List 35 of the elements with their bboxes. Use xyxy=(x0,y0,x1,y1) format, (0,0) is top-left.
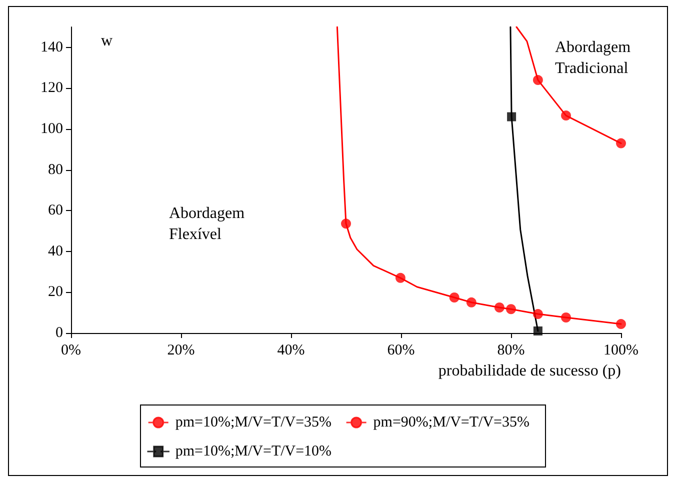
point xyxy=(466,297,476,308)
y-tick-label: 40 xyxy=(48,243,63,260)
x-axis-title: probabilidade de sucesso (p) xyxy=(438,362,621,380)
point xyxy=(532,75,543,86)
legend-label: pm=90%;M/V=T/V=35% xyxy=(373,414,530,430)
legend-label: pm=10%;M/V=T/V=10% xyxy=(175,444,332,460)
y-tick-label: 140 xyxy=(40,39,63,56)
point xyxy=(533,326,542,336)
y-tick-label: 60 xyxy=(48,202,63,219)
x-tick-label: 80% xyxy=(497,342,525,358)
point xyxy=(616,138,626,148)
point xyxy=(494,302,504,312)
point xyxy=(561,312,571,322)
point xyxy=(561,110,571,121)
point xyxy=(506,304,516,314)
y-tick-label: 120 xyxy=(40,80,63,96)
y-tick-label: 0 xyxy=(56,325,63,341)
point xyxy=(449,292,460,302)
x-tick-label: 0% xyxy=(61,342,81,358)
x-tick-label: 40% xyxy=(277,342,305,358)
y-tick-label: 20 xyxy=(48,284,63,300)
annotation: Abordagem Tradicional xyxy=(555,39,632,77)
point xyxy=(341,218,351,229)
point xyxy=(395,272,406,283)
point xyxy=(616,319,626,330)
y-tick-label: 80 xyxy=(48,162,63,178)
x-tick-label: 60% xyxy=(387,342,415,358)
y-tick-label: 100 xyxy=(40,121,63,137)
y-axis-title: w xyxy=(101,32,113,50)
annotation: Abordagem Flexível xyxy=(169,205,246,243)
x-tick-label: 20% xyxy=(167,342,195,358)
point xyxy=(532,309,543,320)
legend-label: pm=10%;M/V=T/V=35% xyxy=(175,414,332,430)
point xyxy=(507,112,516,122)
x-tick-label: 100% xyxy=(604,342,638,358)
